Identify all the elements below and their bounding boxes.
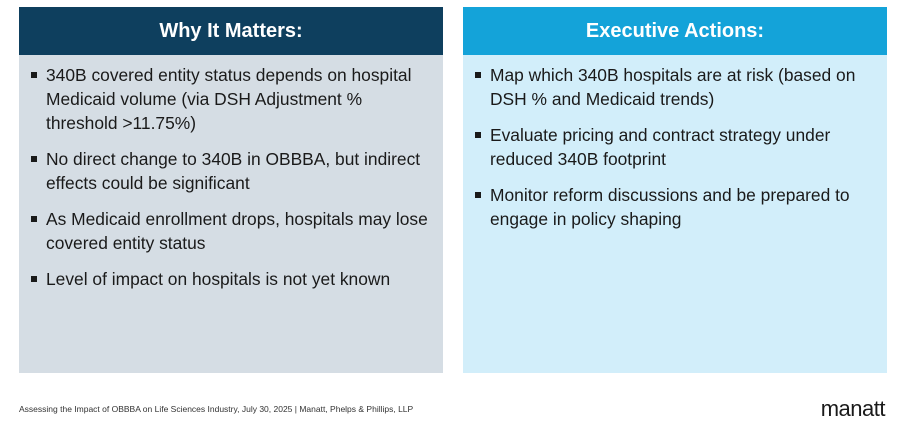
footer-citation: Assessing the Impact of OBBBA on Life Sc… bbox=[19, 404, 414, 414]
bullet-text: Monitor reform discussions and be prepar… bbox=[490, 185, 850, 229]
list-item: 340B covered entity status depends on ho… bbox=[31, 63, 429, 135]
square-bullet-icon bbox=[31, 72, 37, 78]
square-bullet-icon bbox=[31, 276, 37, 282]
list-item: Map which 340B hospitals are at risk (ba… bbox=[475, 63, 873, 111]
manatt-logo: manatt bbox=[820, 396, 886, 421]
executive-actions-title: Executive Actions: bbox=[463, 7, 887, 55]
why-it-matters-title: Why It Matters: bbox=[19, 7, 443, 55]
bullet-text: As Medicaid enrollment drops, hospitals … bbox=[46, 209, 428, 253]
why-it-matters-panel: Why It Matters: 340B covered entity stat… bbox=[19, 7, 443, 373]
square-bullet-icon bbox=[31, 156, 37, 162]
executive-actions-list: Map which 340B hospitals are at risk (ba… bbox=[463, 55, 887, 231]
square-bullet-icon bbox=[31, 216, 37, 222]
bullet-text: Level of impact on hospitals is not yet … bbox=[46, 269, 391, 289]
list-item: Evaluate pricing and contract strategy u… bbox=[475, 123, 873, 171]
why-it-matters-list: 340B covered entity status depends on ho… bbox=[19, 55, 443, 291]
bullet-text: Evaluate pricing and contract strategy u… bbox=[490, 125, 831, 169]
list-item: As Medicaid enrollment drops, hospitals … bbox=[31, 207, 429, 255]
bullet-text: 340B covered entity status depends on ho… bbox=[46, 65, 412, 133]
list-item: Level of impact on hospitals is not yet … bbox=[31, 267, 429, 291]
list-item: No direct change to 340B in OBBBA, but i… bbox=[31, 147, 429, 195]
executive-actions-panel: Executive Actions: Map which 340B hospit… bbox=[463, 7, 887, 373]
list-item: Monitor reform discussions and be prepar… bbox=[475, 183, 873, 231]
square-bullet-icon bbox=[475, 132, 481, 138]
square-bullet-icon bbox=[475, 192, 481, 198]
bullet-text: No direct change to 340B in OBBBA, but i… bbox=[46, 149, 421, 193]
bullet-text: Map which 340B hospitals are at risk (ba… bbox=[490, 65, 856, 109]
square-bullet-icon bbox=[475, 72, 481, 78]
